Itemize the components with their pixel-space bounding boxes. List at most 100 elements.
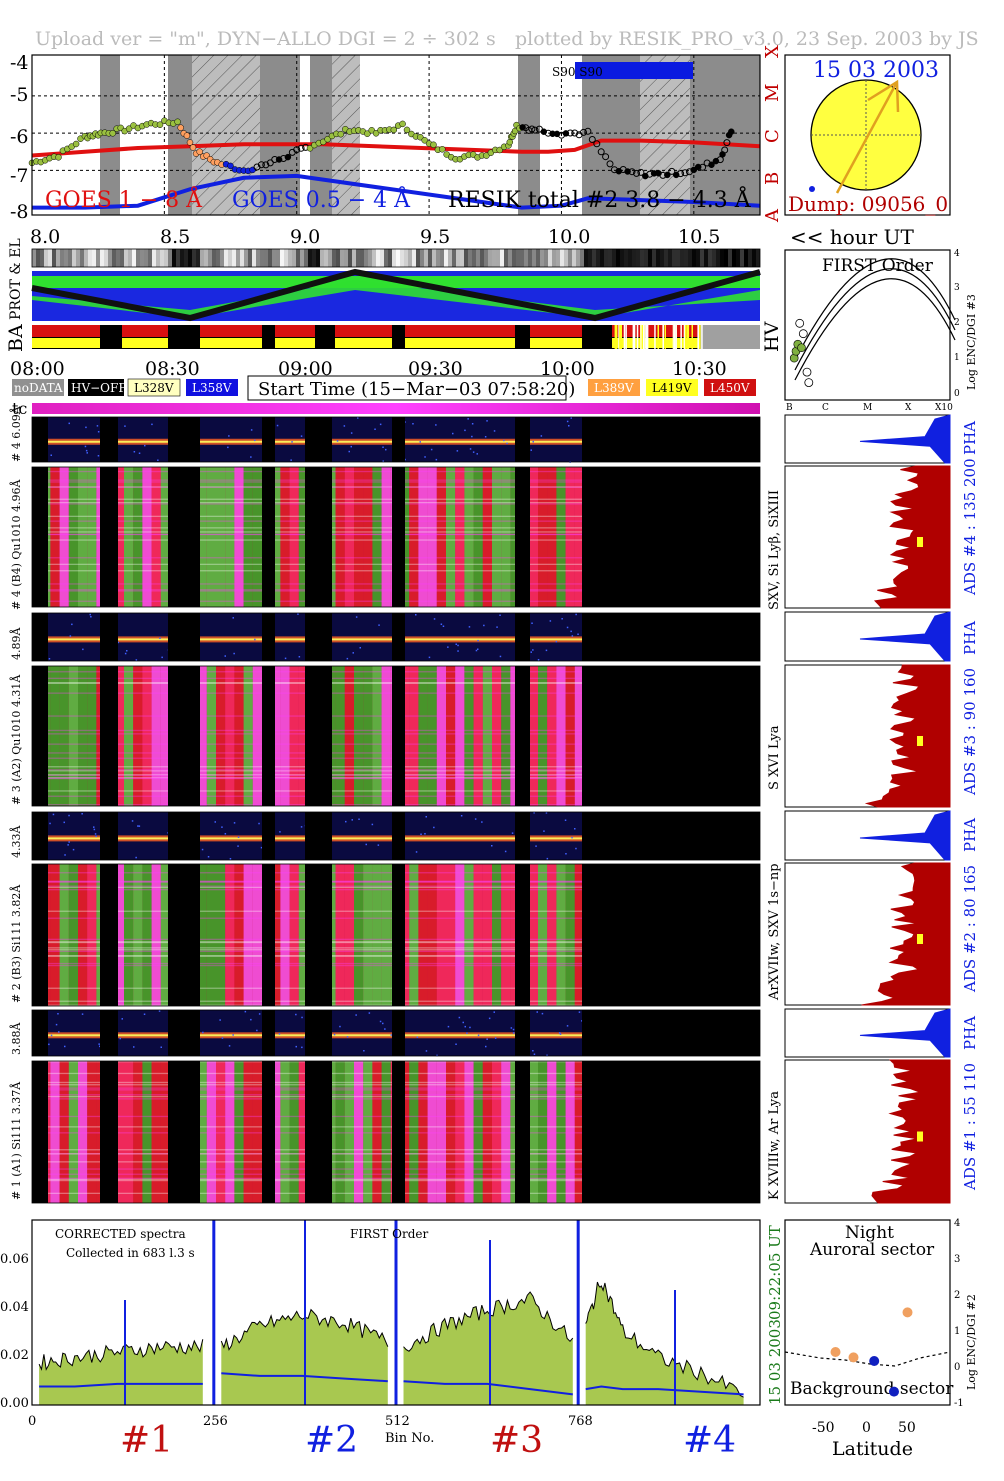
resik-point-23-0 bbox=[584, 127, 592, 135]
side-5-ads bbox=[861, 862, 951, 1006]
grey-cell-17 bbox=[100, 249, 104, 267]
grey-cell-178 bbox=[744, 249, 748, 267]
grey-cell-90 bbox=[392, 249, 396, 267]
resik-point-14-4 bbox=[390, 126, 398, 134]
panel-3-col-47 bbox=[464, 666, 474, 806]
panel-4-dot-1 bbox=[415, 851, 418, 853]
goes-ytick-5: -8 bbox=[10, 201, 29, 223]
panel-4-dot-78 bbox=[224, 833, 227, 835]
grey-cell-105 bbox=[452, 249, 456, 267]
panel-2-dot-65 bbox=[531, 622, 533, 624]
panel-7-col-35 bbox=[354, 1061, 364, 1203]
greyscale-strip bbox=[31, 248, 761, 268]
label-pha1: 3.88Å bbox=[9, 1022, 23, 1055]
panel-1-col-9 bbox=[114, 467, 124, 607]
panel-5-col-48 bbox=[473, 864, 483, 1006]
panel-6-dot-75 bbox=[346, 1036, 349, 1038]
panel-2-dot-9 bbox=[135, 659, 138, 661]
panel-5-off-3 bbox=[262, 864, 275, 1006]
grey-cell-171 bbox=[716, 249, 720, 267]
fo-green-3 bbox=[797, 343, 806, 353]
panel-6-dot-71 bbox=[81, 1013, 84, 1015]
grey-cell-161 bbox=[676, 249, 680, 267]
panel-5-col-18 bbox=[197, 864, 207, 1006]
resik-point-16-3 bbox=[439, 146, 446, 153]
panel-3-col-54 bbox=[528, 666, 538, 806]
panel-3-off-7 bbox=[515, 666, 530, 806]
legend-boxes: noDATA HV−OFF L328V L358V Start Time (15… bbox=[12, 375, 756, 401]
panel-1-col-20 bbox=[216, 467, 226, 607]
ba-tick-37 bbox=[641, 325, 643, 349]
grey-cell-77 bbox=[340, 249, 344, 267]
panel-1-col-19 bbox=[206, 467, 216, 607]
panel-7-col-43 bbox=[427, 1061, 437, 1203]
panel-4-dot-15 bbox=[571, 836, 573, 839]
lines4-label: SXV, Si Lyβ, SiXIII bbox=[767, 490, 782, 610]
panel-4-dot-25 bbox=[63, 821, 65, 824]
legend-goes-short: GOES 0.5 − 4 Å bbox=[232, 185, 411, 213]
panel-4-dot-28 bbox=[546, 857, 549, 860]
grey-cell-176 bbox=[736, 249, 740, 267]
panel-6-dot-54 bbox=[533, 1053, 536, 1055]
latitude-background: Background sector bbox=[790, 1379, 954, 1399]
fo-ytick-3: 3 bbox=[954, 283, 960, 293]
grey-cell-132 bbox=[560, 249, 564, 267]
panel-5-frame bbox=[31, 863, 761, 1007]
grey-cell-11 bbox=[76, 249, 80, 267]
panel-5-col-59 bbox=[574, 864, 584, 1006]
panel-1-off-7 bbox=[515, 467, 530, 607]
panel-3-col-48 bbox=[473, 666, 483, 806]
panel-1-col-4 bbox=[68, 467, 78, 607]
panel-6-dot-9 bbox=[382, 1022, 384, 1025]
grey-cell-33 bbox=[164, 249, 168, 267]
panel-1-col-38 bbox=[381, 467, 391, 607]
panel-2-dot-68 bbox=[233, 652, 235, 655]
grey-cell-102 bbox=[440, 249, 444, 267]
panel-0-off-6 bbox=[392, 417, 405, 462]
goes-xtick-6: 10.5 bbox=[678, 226, 720, 248]
latitude-points bbox=[830, 1307, 913, 1397]
panel-3-col-6 bbox=[87, 666, 97, 806]
ba-tick-15 bbox=[697, 325, 699, 349]
grey-cell-131 bbox=[556, 249, 560, 267]
panel-2-dot-44 bbox=[90, 616, 92, 618]
panel-5-col-46 bbox=[455, 864, 465, 1006]
panel-1-col-45 bbox=[446, 467, 456, 607]
grey-cell-13 bbox=[84, 249, 88, 267]
panel-0-dot-48 bbox=[472, 451, 475, 453]
resik-point-22-3 bbox=[571, 129, 579, 137]
grey-cell-141 bbox=[596, 249, 600, 267]
panel-2-dot-1 bbox=[499, 655, 502, 658]
panel-1-col-54 bbox=[528, 467, 538, 607]
panel-6-dot-69 bbox=[512, 1032, 515, 1034]
panel-4-dot-24 bbox=[345, 820, 347, 823]
grey-cell-40 bbox=[192, 249, 196, 267]
panel-5-col-56 bbox=[547, 864, 557, 1006]
panel-4-dot-76 bbox=[371, 823, 374, 826]
grey-cell-172 bbox=[720, 249, 724, 267]
spectrum-time: 09:22:05 UT bbox=[766, 1225, 784, 1320]
spectrum-blue-1 bbox=[221, 1372, 388, 1383]
resik-point-26-3 bbox=[677, 170, 685, 178]
resik-point-14-0 bbox=[372, 130, 380, 137]
goes-xtick-5: 10.0 bbox=[548, 226, 590, 248]
panel-6-dot-63 bbox=[536, 1011, 538, 1013]
grey-cell-101 bbox=[436, 249, 440, 267]
ba-tick-13 bbox=[646, 325, 649, 349]
lat-orange-1 bbox=[848, 1352, 859, 1363]
panel-2-dot-11 bbox=[71, 623, 73, 626]
panel-1-col-12 bbox=[142, 467, 152, 607]
panel-6-dot-18 bbox=[64, 1045, 66, 1048]
panel-1-col-58 bbox=[565, 467, 575, 607]
resik-point-10-4 bbox=[284, 153, 292, 161]
panel-5-col-11 bbox=[133, 864, 143, 1006]
panel-4-dot-7 bbox=[358, 818, 360, 820]
panel-1-col-36 bbox=[363, 467, 373, 607]
grey-cell-74 bbox=[328, 249, 332, 267]
panel-4-dot-43 bbox=[135, 856, 137, 859]
grey-cell-138 bbox=[584, 249, 588, 267]
panel-0-dot-42 bbox=[486, 420, 488, 422]
panel-1-col-41 bbox=[409, 467, 419, 607]
panel-2-dot-26 bbox=[89, 613, 91, 616]
panel-6-dot-12 bbox=[158, 1010, 161, 1012]
